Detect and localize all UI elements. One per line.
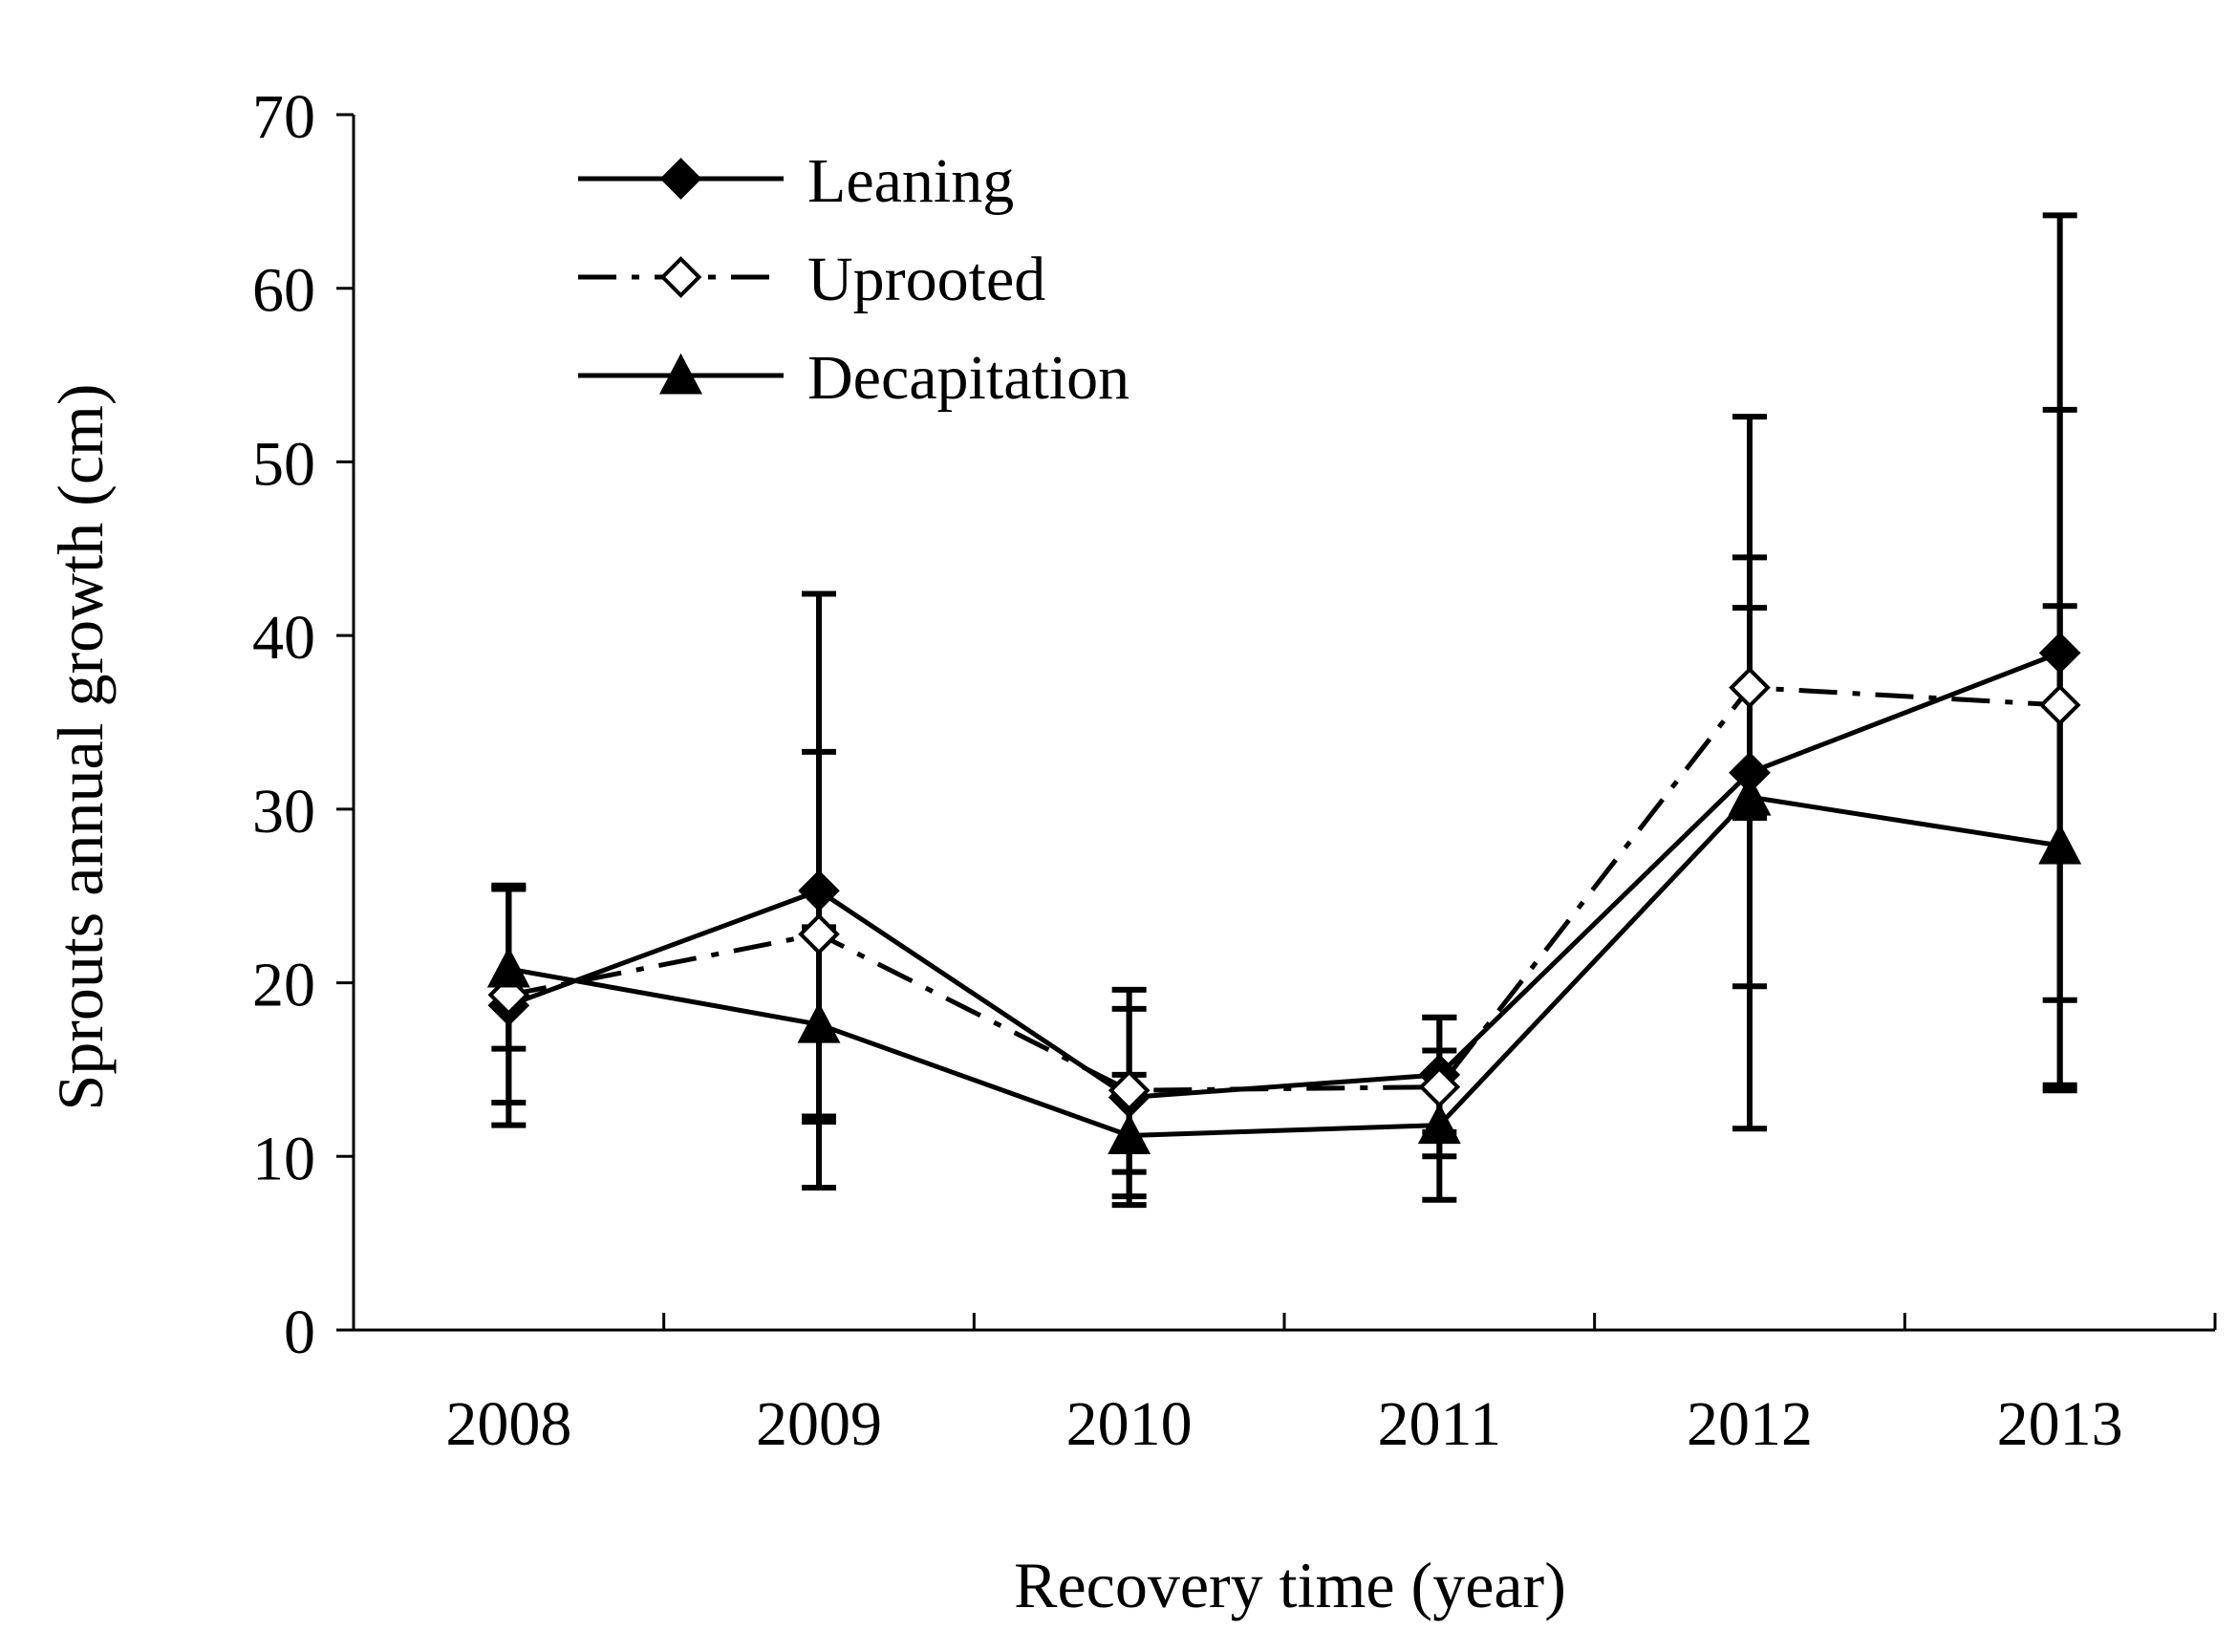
legend: Leaning Uprooted Decapitation: [578, 146, 1129, 413]
legend-marker-leaning: [659, 158, 702, 200]
series-line-uprooted: [507, 685, 2060, 1093]
data-point-leaning: [2038, 632, 2081, 675]
series-markers: [486, 632, 2082, 1154]
x-tick-label: 2009: [756, 1389, 882, 1459]
data-point-decapitation: [1417, 1103, 1461, 1145]
data-point-decapitation: [486, 946, 530, 988]
data-point-decapitation: [2038, 823, 2082, 865]
x-tick-label: 2010: [1066, 1389, 1193, 1459]
error-bars: [491, 212, 2077, 1209]
data-point-uprooted: [1108, 1069, 1151, 1112]
y-tick-label: 0: [284, 1298, 315, 1367]
legend-label: Leaning: [807, 146, 1014, 216]
data-point-decapitation: [1728, 774, 1772, 816]
x-tick-label: 2013: [1997, 1389, 2123, 1459]
legend-marker-uprooted: [659, 256, 702, 298]
y-tick-label: 60: [252, 256, 315, 326]
series-lines: [507, 650, 2061, 1138]
legend-marker-decapitation: [659, 353, 702, 395]
x-tick-label: 2012: [1687, 1389, 1813, 1459]
data-point-decapitation: [1108, 1113, 1151, 1154]
y-tick-label: 20: [252, 951, 315, 1020]
series-line-decapitation: [507, 794, 2061, 1138]
data-point-decapitation: [797, 1001, 841, 1043]
data-point-uprooted: [798, 912, 840, 955]
series-line-leaning: [507, 650, 2061, 1101]
x-tick-label: 2011: [1378, 1389, 1502, 1459]
legend-label: Uprooted: [807, 245, 1045, 314]
y-tick-label: 40: [252, 603, 315, 673]
data-point-leaning: [798, 869, 840, 912]
y-axis-label: Sprouts annual growth (cm): [44, 383, 117, 1110]
legend-label: Decapitation: [807, 343, 1129, 413]
y-tick-label: 10: [252, 1124, 315, 1193]
data-point-uprooted: [2038, 684, 2081, 726]
y-tick-label: 50: [252, 429, 315, 499]
axes: 0 10 20 30 40 50 60 70 2008 2009 2010 2011 2012 2013: [252, 82, 2217, 1459]
x-axis-label: Recovery time (year): [1014, 1549, 1566, 1621]
data-point-uprooted: [487, 974, 530, 1017]
y-tick-label: 70: [252, 82, 315, 152]
data-point-uprooted: [1729, 666, 1771, 709]
x-tick-label: 2008: [445, 1389, 571, 1459]
y-tick-label: 30: [252, 777, 315, 847]
